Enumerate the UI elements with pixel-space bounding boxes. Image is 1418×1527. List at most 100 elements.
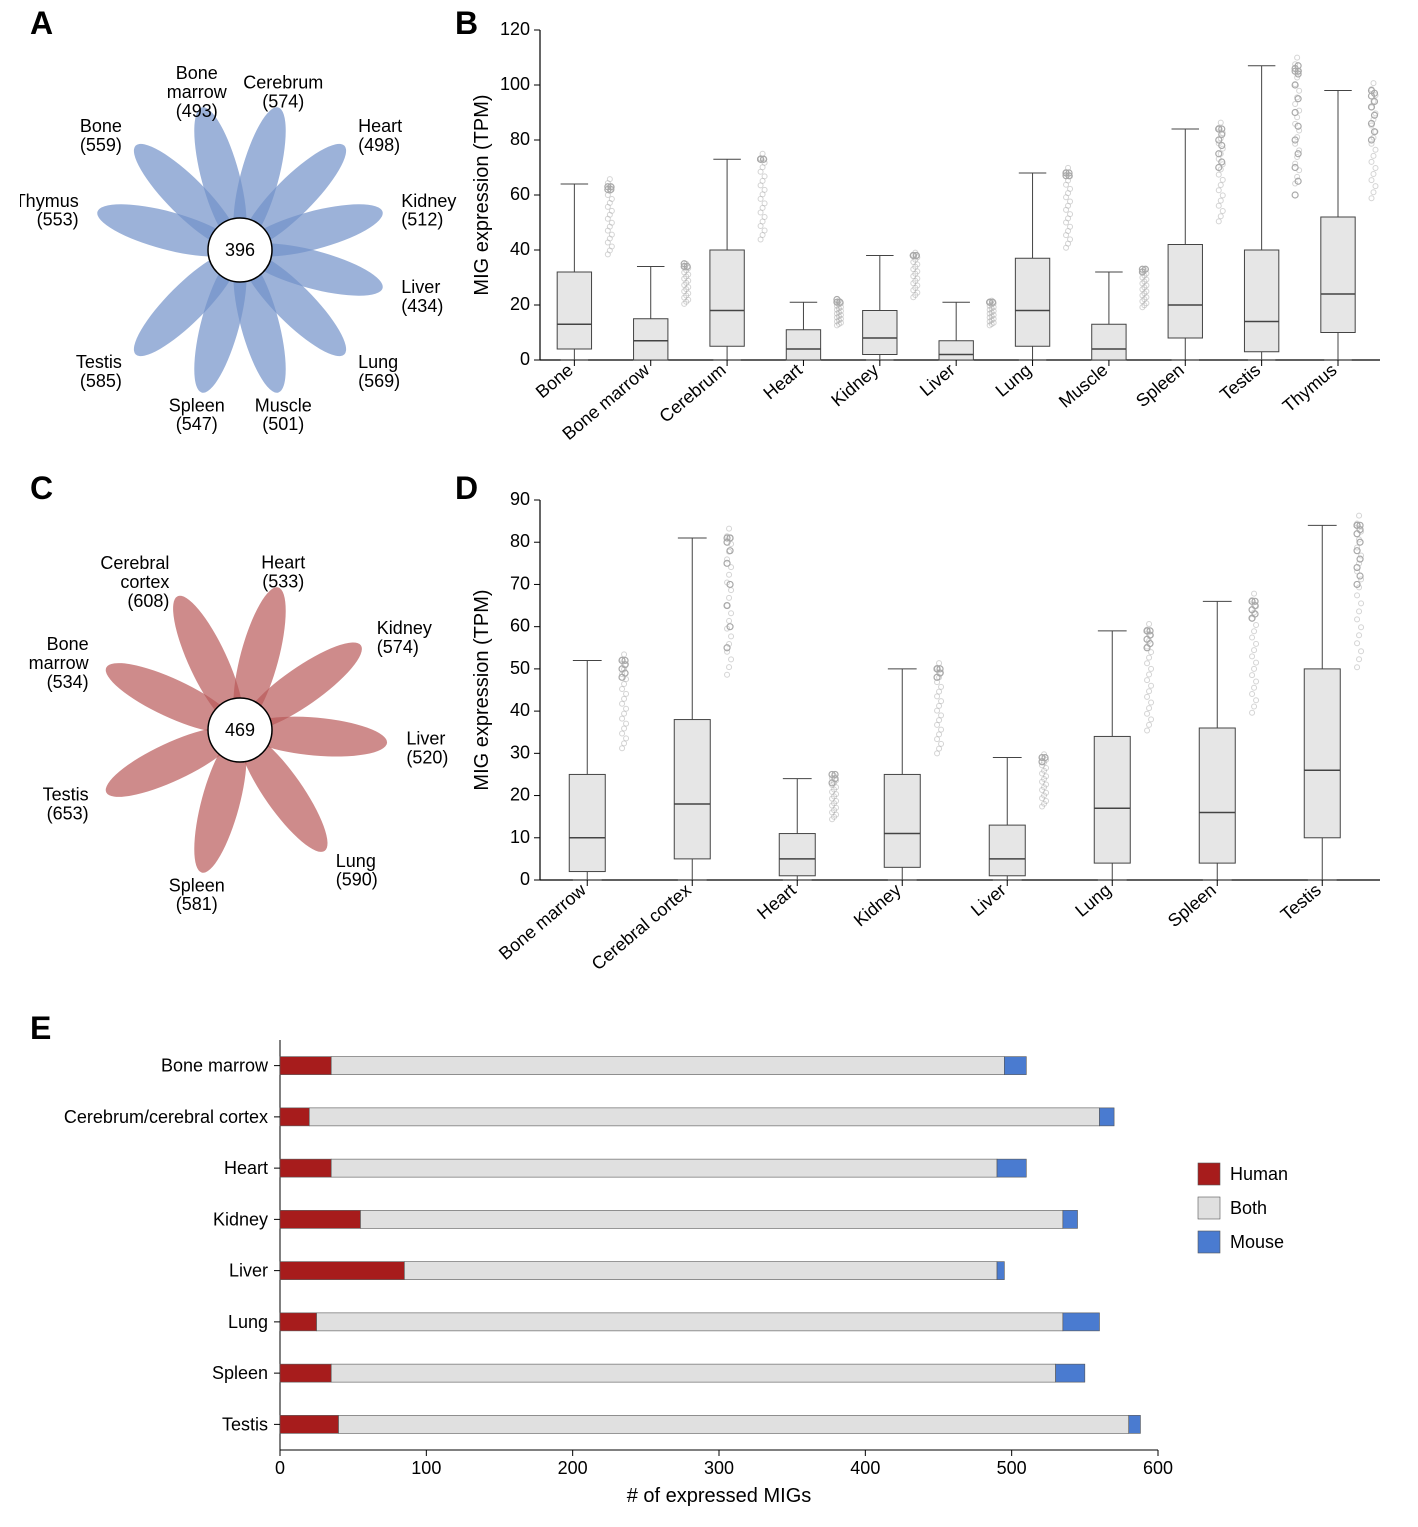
svg-text:120: 120 [500, 20, 530, 39]
svg-text:Heart: Heart [261, 553, 305, 573]
svg-text:70: 70 [510, 573, 530, 593]
svg-text:Liver: Liver [967, 880, 1010, 920]
figure-root: A B C D E 396Thymus(553)Bone(559)Bonemar… [0, 0, 1418, 1527]
svg-text:Lung: Lung [336, 851, 376, 871]
svg-text:40: 40 [510, 700, 530, 720]
svg-text:Lung: Lung [358, 352, 398, 372]
svg-text:Liver: Liver [406, 729, 445, 749]
svg-text:Bone: Bone [176, 63, 218, 83]
svg-text:Kidney: Kidney [213, 1209, 268, 1229]
svg-text:(585): (585) [80, 371, 122, 391]
svg-text:(520): (520) [406, 747, 448, 767]
svg-text:Cerebral cortex: Cerebral cortex [588, 880, 695, 974]
svg-text:50: 50 [510, 658, 530, 678]
svg-text:(547): (547) [176, 414, 218, 434]
svg-text:Muscle: Muscle [1055, 360, 1112, 412]
svg-text:(512): (512) [401, 210, 443, 230]
svg-text:MIG expression (TPM): MIG expression (TPM) [471, 94, 493, 295]
svg-text:60: 60 [510, 616, 530, 636]
svg-text:Spleen: Spleen [169, 875, 225, 895]
svg-text:Lung: Lung [228, 1312, 268, 1332]
svg-text:Thymus: Thymus [1279, 360, 1341, 416]
svg-text:Cerebrum: Cerebrum [243, 73, 323, 93]
svg-text:(493): (493) [176, 101, 218, 121]
svg-text:(653): (653) [47, 803, 89, 823]
svg-text:0: 0 [275, 1458, 285, 1478]
svg-text:Both: Both [1230, 1198, 1267, 1218]
svg-text:(574): (574) [377, 637, 419, 657]
svg-text:Muscle: Muscle [255, 395, 312, 415]
svg-text:Testis: Testis [1216, 360, 1264, 405]
svg-text:60: 60 [510, 184, 530, 204]
svg-text:Spleen: Spleen [1132, 360, 1188, 411]
svg-text:Cerebrum/cerebral cortex: Cerebrum/cerebral cortex [64, 1107, 268, 1127]
svg-text:Heart: Heart [759, 360, 806, 404]
svg-text:10: 10 [510, 827, 530, 847]
svg-text:(569): (569) [358, 371, 400, 391]
svg-text:(574): (574) [262, 92, 304, 112]
svg-text:(533): (533) [262, 572, 304, 592]
svg-text:Testis: Testis [76, 352, 122, 372]
svg-text:Spleen: Spleen [169, 395, 225, 415]
svg-text:20: 20 [510, 294, 530, 314]
svg-text:(434): (434) [401, 296, 443, 316]
svg-text:(501): (501) [262, 414, 304, 434]
svg-text:80: 80 [510, 129, 530, 149]
svg-text:396: 396 [225, 240, 255, 260]
svg-text:100: 100 [500, 74, 530, 94]
svg-text:Bone marrow: Bone marrow [161, 1056, 269, 1076]
svg-text:Testis: Testis [43, 785, 89, 805]
svg-text:600: 600 [1143, 1458, 1173, 1478]
svg-text:(590): (590) [336, 870, 378, 890]
svg-text:Bone: Bone [80, 116, 122, 136]
svg-text:Human: Human [1230, 1164, 1288, 1184]
svg-text:Heart: Heart [358, 116, 402, 136]
svg-text:Spleen: Spleen [1164, 880, 1220, 931]
boxplot-b: 020406080100120MIG expression (TPM)BoneB… [470, 20, 1400, 470]
svg-text:Kidney: Kidney [401, 191, 456, 211]
svg-text:Kidney: Kidney [827, 360, 882, 411]
panel-label-C: C [30, 470, 53, 507]
svg-text:Lung: Lung [1071, 880, 1115, 921]
svg-text:Liver: Liver [916, 360, 959, 400]
svg-text:# of expressed MIGs: # of expressed MIGs [627, 1485, 812, 1507]
svg-text:200: 200 [558, 1458, 588, 1478]
svg-text:marrow: marrow [29, 653, 90, 673]
svg-text:0: 0 [520, 869, 530, 889]
svg-text:(559): (559) [80, 135, 122, 155]
svg-text:Mouse: Mouse [1230, 1232, 1284, 1252]
svg-text:Cerebral: Cerebral [100, 553, 169, 573]
svg-text:500: 500 [997, 1458, 1027, 1478]
svg-text:cortex: cortex [120, 572, 169, 592]
svg-text:Cerebrum: Cerebrum [655, 360, 729, 427]
flower-a: 396Thymus(553)Bone(559)Bonemarrow(493)Ce… [20, 30, 460, 470]
boxplot-d: 0102030405060708090MIG expression (TPM)B… [470, 490, 1400, 990]
svg-text:Bone marrow: Bone marrow [495, 879, 591, 964]
svg-text:Heart: Heart [753, 880, 800, 924]
svg-text:Lung: Lung [992, 360, 1036, 401]
svg-text:40: 40 [510, 239, 530, 259]
svg-text:Liver: Liver [401, 277, 440, 297]
svg-text:(534): (534) [47, 672, 89, 692]
svg-text:Testis: Testis [1277, 880, 1325, 925]
flower-c: 469Bonemarrow(534)Cerebralcortex(608)Hea… [20, 510, 460, 950]
svg-text:Heart: Heart [224, 1158, 268, 1178]
svg-text:(498): (498) [358, 135, 400, 155]
svg-text:300: 300 [704, 1458, 734, 1478]
stackedbar-e: 0 100 200 300 400 500 600 # of expressed MIGs Bo… [20, 1020, 1398, 1520]
svg-text:30: 30 [510, 742, 530, 762]
svg-text:Spleen: Spleen [212, 1363, 268, 1383]
svg-text:Kidney: Kidney [377, 618, 432, 638]
svg-text:Liver: Liver [229, 1261, 268, 1281]
svg-text:20: 20 [510, 785, 530, 805]
svg-text:100: 100 [411, 1458, 441, 1478]
svg-text:MIG expression (TPM): MIG expression (TPM) [471, 589, 493, 790]
svg-text:(608): (608) [127, 591, 169, 611]
svg-text:Kidney: Kidney [850, 880, 905, 931]
svg-text:marrow: marrow [167, 82, 228, 102]
svg-text:Testis: Testis [222, 1414, 268, 1434]
svg-text:400: 400 [850, 1458, 880, 1478]
svg-text:(581): (581) [176, 894, 218, 914]
svg-text:469: 469 [225, 720, 255, 740]
svg-text:90: 90 [510, 490, 530, 509]
